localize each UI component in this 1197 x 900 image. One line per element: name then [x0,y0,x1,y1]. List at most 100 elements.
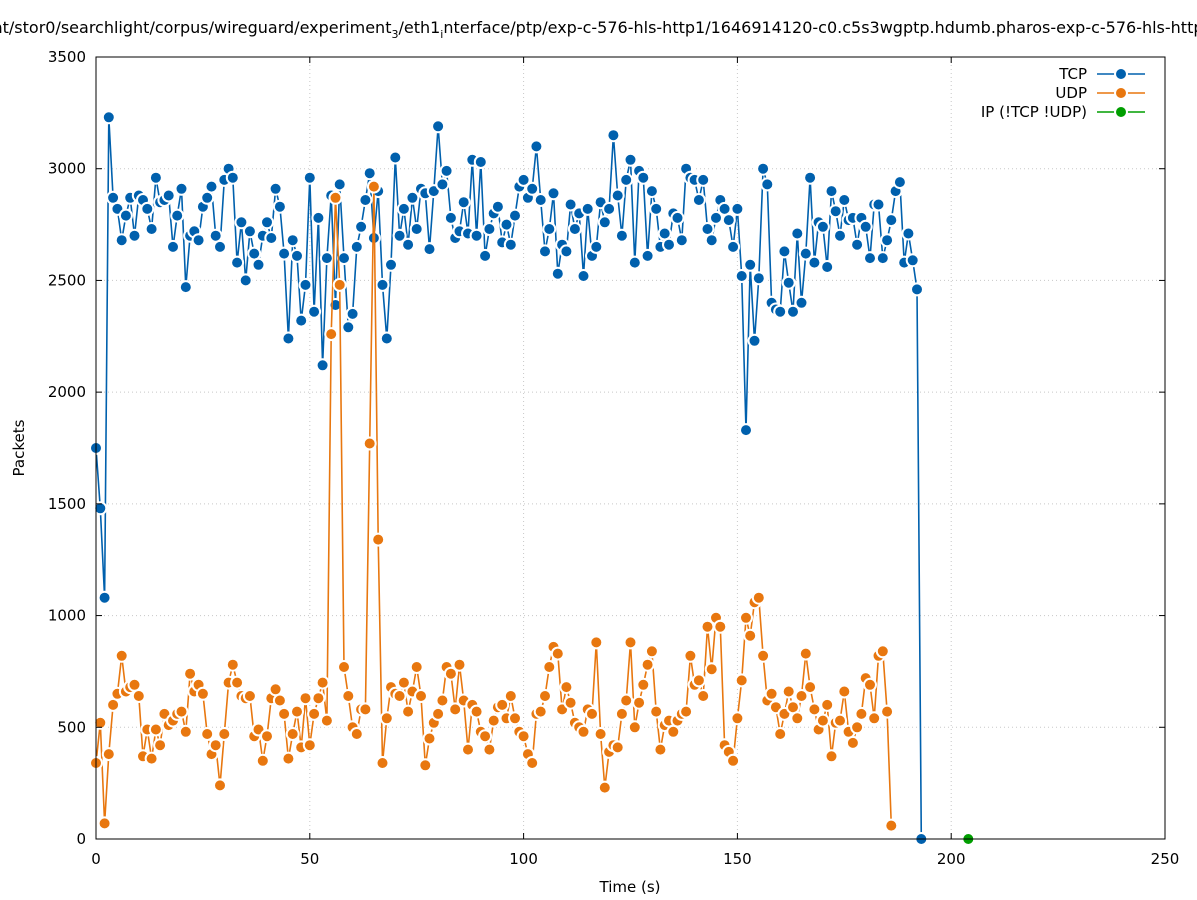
data-point-tcp [760,177,775,192]
series-line-tcp [95,116,923,840]
data-point-udp [131,689,146,703]
data-point-udp [114,648,129,663]
legend-label-udp: UDP [1055,84,1087,102]
y-tick-label: 0 [76,830,86,848]
data-point-udp [798,646,813,661]
data-point-tcp [499,217,514,232]
data-point-udp [495,697,510,712]
data-point-udp [614,706,629,721]
data-point-tcp [208,228,223,243]
data-point-tcp [354,219,369,234]
data-point-tcp [773,304,788,319]
data-point-udp [409,660,424,674]
data-point-tcp [281,331,296,346]
data-point-udp [230,675,245,690]
data-point-udp [850,720,865,735]
axis-ticks: 0 500 1000 1500 2000 2500 3000 3500 0 50 100 150 200… [48,48,1180,868]
data-point-tcp [503,237,518,252]
data-point-tcp [435,177,450,192]
y-axis-label: Packets [10,419,28,476]
data-point-udp [845,735,860,750]
data-point-tcp [734,269,749,283]
x-tick-label: 150 [723,850,752,868]
data-point-tcp [405,190,420,205]
data-point-tcp [567,222,582,236]
data-point-tcp [674,233,689,248]
y-tick-label: 3000 [48,160,86,178]
data-point-tcp [478,248,493,263]
data-point-udp [97,816,112,831]
data-point-tcp [602,201,617,216]
data-point-tcp [268,181,283,196]
data-point-udp [469,704,484,719]
data-point-udp [349,727,364,741]
y-tick-label: 3500 [48,48,86,66]
data-point-udp [820,697,835,712]
data-point-tcp [576,269,591,283]
data-point-tcp [101,110,116,125]
data-point-udp [272,693,287,708]
data-point-udp [225,657,240,672]
data-point-udp [277,706,292,721]
data-point-tcp [225,170,240,185]
data-point-tcp [717,201,732,216]
data-point-udp [619,693,634,708]
data-point-udp [751,590,766,605]
data-point-udp [593,727,608,741]
data-point-tcp [213,239,227,254]
data-point-udp [533,704,548,719]
data-point-udp [875,644,890,659]
data-point-tcp [332,177,347,192]
data-point-udp [153,738,168,753]
data-point-udp [653,742,668,757]
data-point-tcp [696,172,711,187]
data-point-tcp [623,152,638,167]
data-point-udp [691,673,706,688]
x-tick-label: 50 [300,850,319,868]
data-point-udp [649,704,664,719]
data-point-tcp [127,228,142,243]
data-point-tcp [341,320,356,335]
data-point-tcp [721,213,736,228]
data-point-tcp [443,210,458,225]
data-point-tcp [662,237,676,252]
data-point-tcp [384,257,398,272]
data-point-tcp [166,239,180,254]
data-point-udp [242,689,257,703]
data-point-udp [794,689,809,703]
data-point-udp [486,713,501,728]
data-point-tcp [563,197,578,212]
data-point-udp [452,657,467,672]
data-point-udp [790,711,805,726]
data-point-tcp [114,233,129,248]
data-point-tcp [191,233,206,248]
data-point-tcp [619,172,634,187]
data-point-udp [743,628,758,643]
data-point-tcp [546,186,561,201]
data-point-udp [739,610,753,625]
data-point-tcp [640,248,655,263]
plot-area [89,110,976,846]
data-point-udp [431,706,446,721]
data-point-tcp [439,163,454,178]
data-point-udp [632,695,647,710]
data-point-tcp [319,251,334,266]
data-point-tcp [508,208,522,223]
data-point-tcp [311,210,326,225]
data-point-tcp [828,204,843,219]
data-point-udp [307,706,322,721]
data-point-tcp [469,228,484,243]
data-point-tcp [751,271,766,286]
data-point-tcp [482,222,497,236]
data-point-tcp [649,201,664,216]
data-point-udp [538,689,552,703]
legend-marker-tcp [1114,67,1128,81]
data-point-udp [854,706,869,721]
data-point-tcp [901,226,916,241]
data-point-tcp [756,161,771,176]
y-tick-label: 1500 [48,495,86,513]
data-point-udp [443,666,458,681]
data-point-tcp [362,166,377,181]
data-point-tcp [644,184,659,199]
